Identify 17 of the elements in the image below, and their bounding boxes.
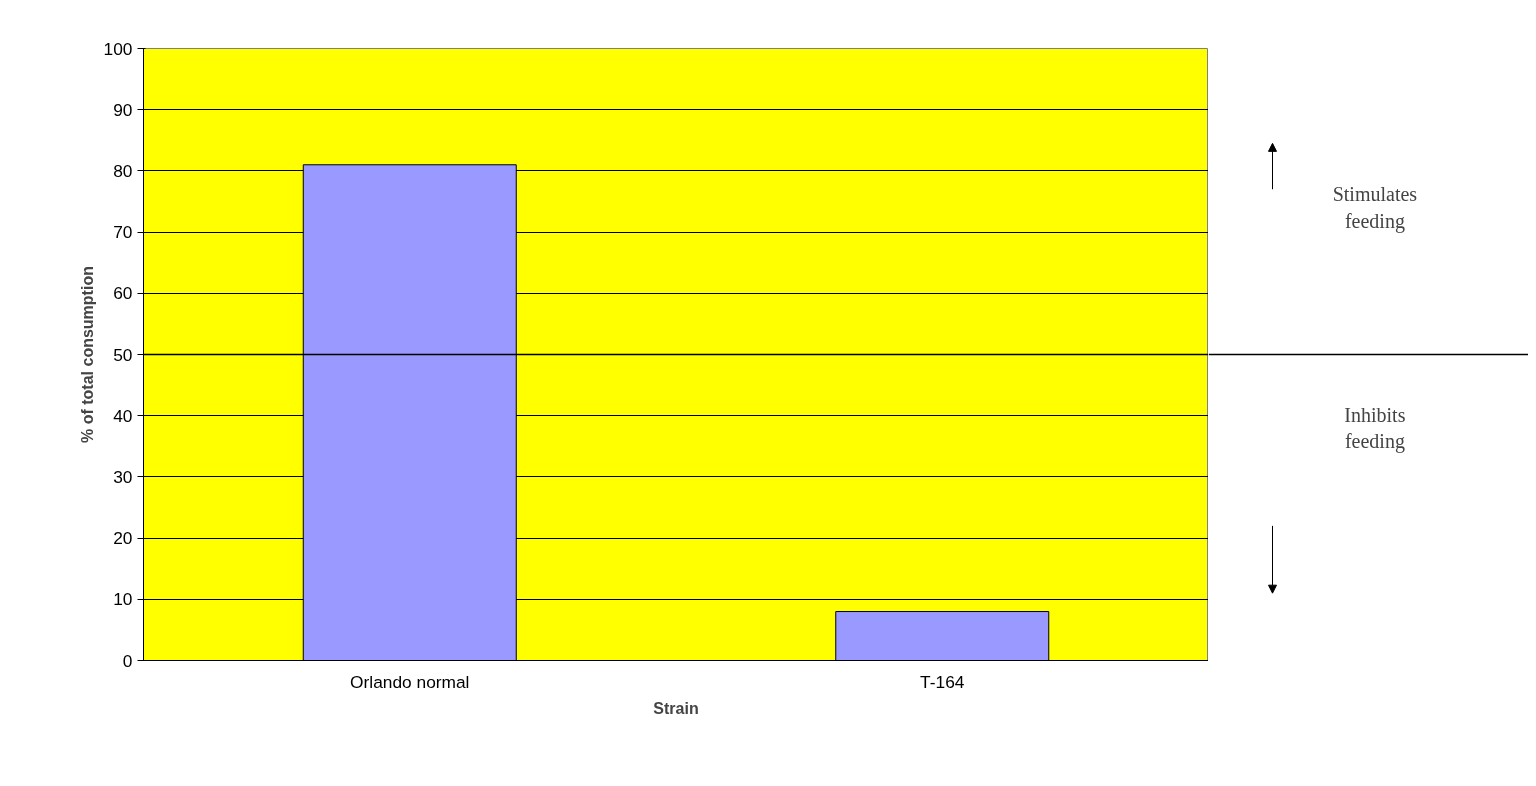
y-tick-label: 60 — [113, 283, 133, 304]
text: Inhibits feeding — [1344, 403, 1406, 454]
y-tick-label: 100 — [103, 38, 133, 59]
y-tick-label: 40 — [113, 405, 133, 426]
x-axis-title: Strain — [653, 699, 699, 717]
y-tick-label: 0 — [122, 650, 133, 671]
y-tick-label: 70 — [113, 222, 133, 243]
x-tick-label: T-164 — [920, 671, 965, 692]
y-tick-label: 80 — [113, 160, 133, 181]
text: Stimulates feeding — [1332, 183, 1418, 233]
y-tick-label: 30 — [113, 466, 133, 487]
x-tick-label: Orlando normal — [350, 671, 470, 692]
y-tick-label: 10 — [113, 589, 133, 610]
y-tick-label: 90 — [113, 99, 133, 120]
y-axis-title: % of total consumption — [78, 266, 96, 443]
y-tick-label: 20 — [113, 528, 133, 549]
y-tick-label: 50 — [113, 344, 133, 365]
